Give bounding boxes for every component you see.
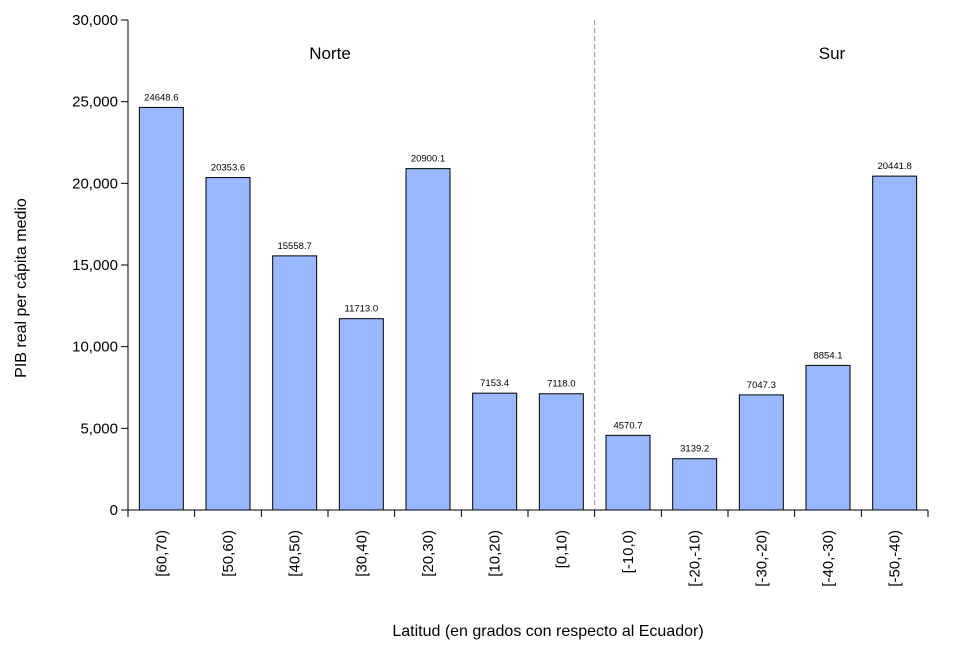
data-label: 4570.7 xyxy=(613,420,642,431)
y-tick-label: 10,000 xyxy=(72,339,118,356)
bar xyxy=(338,318,384,511)
x-axis-ticks: [60,70) [50,60) [40,50) [30,40) [20,30) [10,2… xyxy=(127,510,929,587)
y-axis-ticks: 0 5,000 10,000 15,000 20,000 25,000 30,000 xyxy=(72,12,128,519)
x-tick-label: [-50,-40) xyxy=(887,530,904,587)
data-label: 7118.0 xyxy=(547,379,575,390)
x-tick-label: [60,70) xyxy=(153,530,170,577)
bar xyxy=(605,434,651,511)
bar xyxy=(472,392,518,511)
y-tick-label: 5,000 xyxy=(80,420,118,437)
data-label: 11713.0 xyxy=(345,304,379,315)
bar xyxy=(272,255,318,511)
x-tick-label: [40,50) xyxy=(287,530,304,577)
data-label: 15558.7 xyxy=(277,241,311,252)
bar xyxy=(405,168,451,511)
bar xyxy=(205,177,251,511)
data-label: 20353.6 xyxy=(211,163,245,174)
x-tick-label: [-30,-20) xyxy=(753,530,770,587)
region-label-sur: Sur xyxy=(819,44,846,63)
y-tick-label: 30,000 xyxy=(72,12,118,29)
y-tick-label: 15,000 xyxy=(72,257,118,274)
y-axis-title: PIB real per cápita medio xyxy=(13,198,30,378)
bar xyxy=(672,458,718,511)
x-tick-label: [-40,-30) xyxy=(820,530,837,587)
y-tick-label: 25,000 xyxy=(72,94,118,111)
x-tick-label: [30,40) xyxy=(353,530,370,577)
y-tick-label: 20,000 xyxy=(72,175,118,192)
bar xyxy=(538,393,584,511)
y-tick-label: 0 xyxy=(110,502,118,519)
bar xyxy=(805,364,851,511)
data-label: 20900.1 xyxy=(411,154,445,165)
data-label: 3139.2 xyxy=(680,444,709,455)
bars xyxy=(138,106,918,511)
x-tick-label: [-20,-10) xyxy=(687,530,704,587)
bar xyxy=(872,175,918,511)
data-label: 20441.8 xyxy=(877,161,911,172)
x-tick-label: [50,60) xyxy=(220,530,237,577)
x-tick-label: [0,10) xyxy=(553,530,570,568)
x-tick-label: [10,20) xyxy=(487,530,504,577)
data-labels: 24648.6 20353.6 15558.7 11713.0 20900.1 7153.… xyxy=(144,92,912,454)
x-tick-label: [20,30) xyxy=(420,530,437,577)
x-axis-title: Latitud (en grados con respecto al Ecuad… xyxy=(392,623,703,640)
region-label-norte: Norte xyxy=(309,44,351,63)
x-tick-label: [-10,0) xyxy=(620,530,637,573)
bar xyxy=(138,106,184,511)
data-label: 8854.1 xyxy=(813,350,842,361)
data-label: 7153.4 xyxy=(480,378,509,389)
data-label: 7047.3 xyxy=(747,380,776,391)
data-label: 24648.6 xyxy=(144,92,178,103)
bar xyxy=(738,394,784,511)
